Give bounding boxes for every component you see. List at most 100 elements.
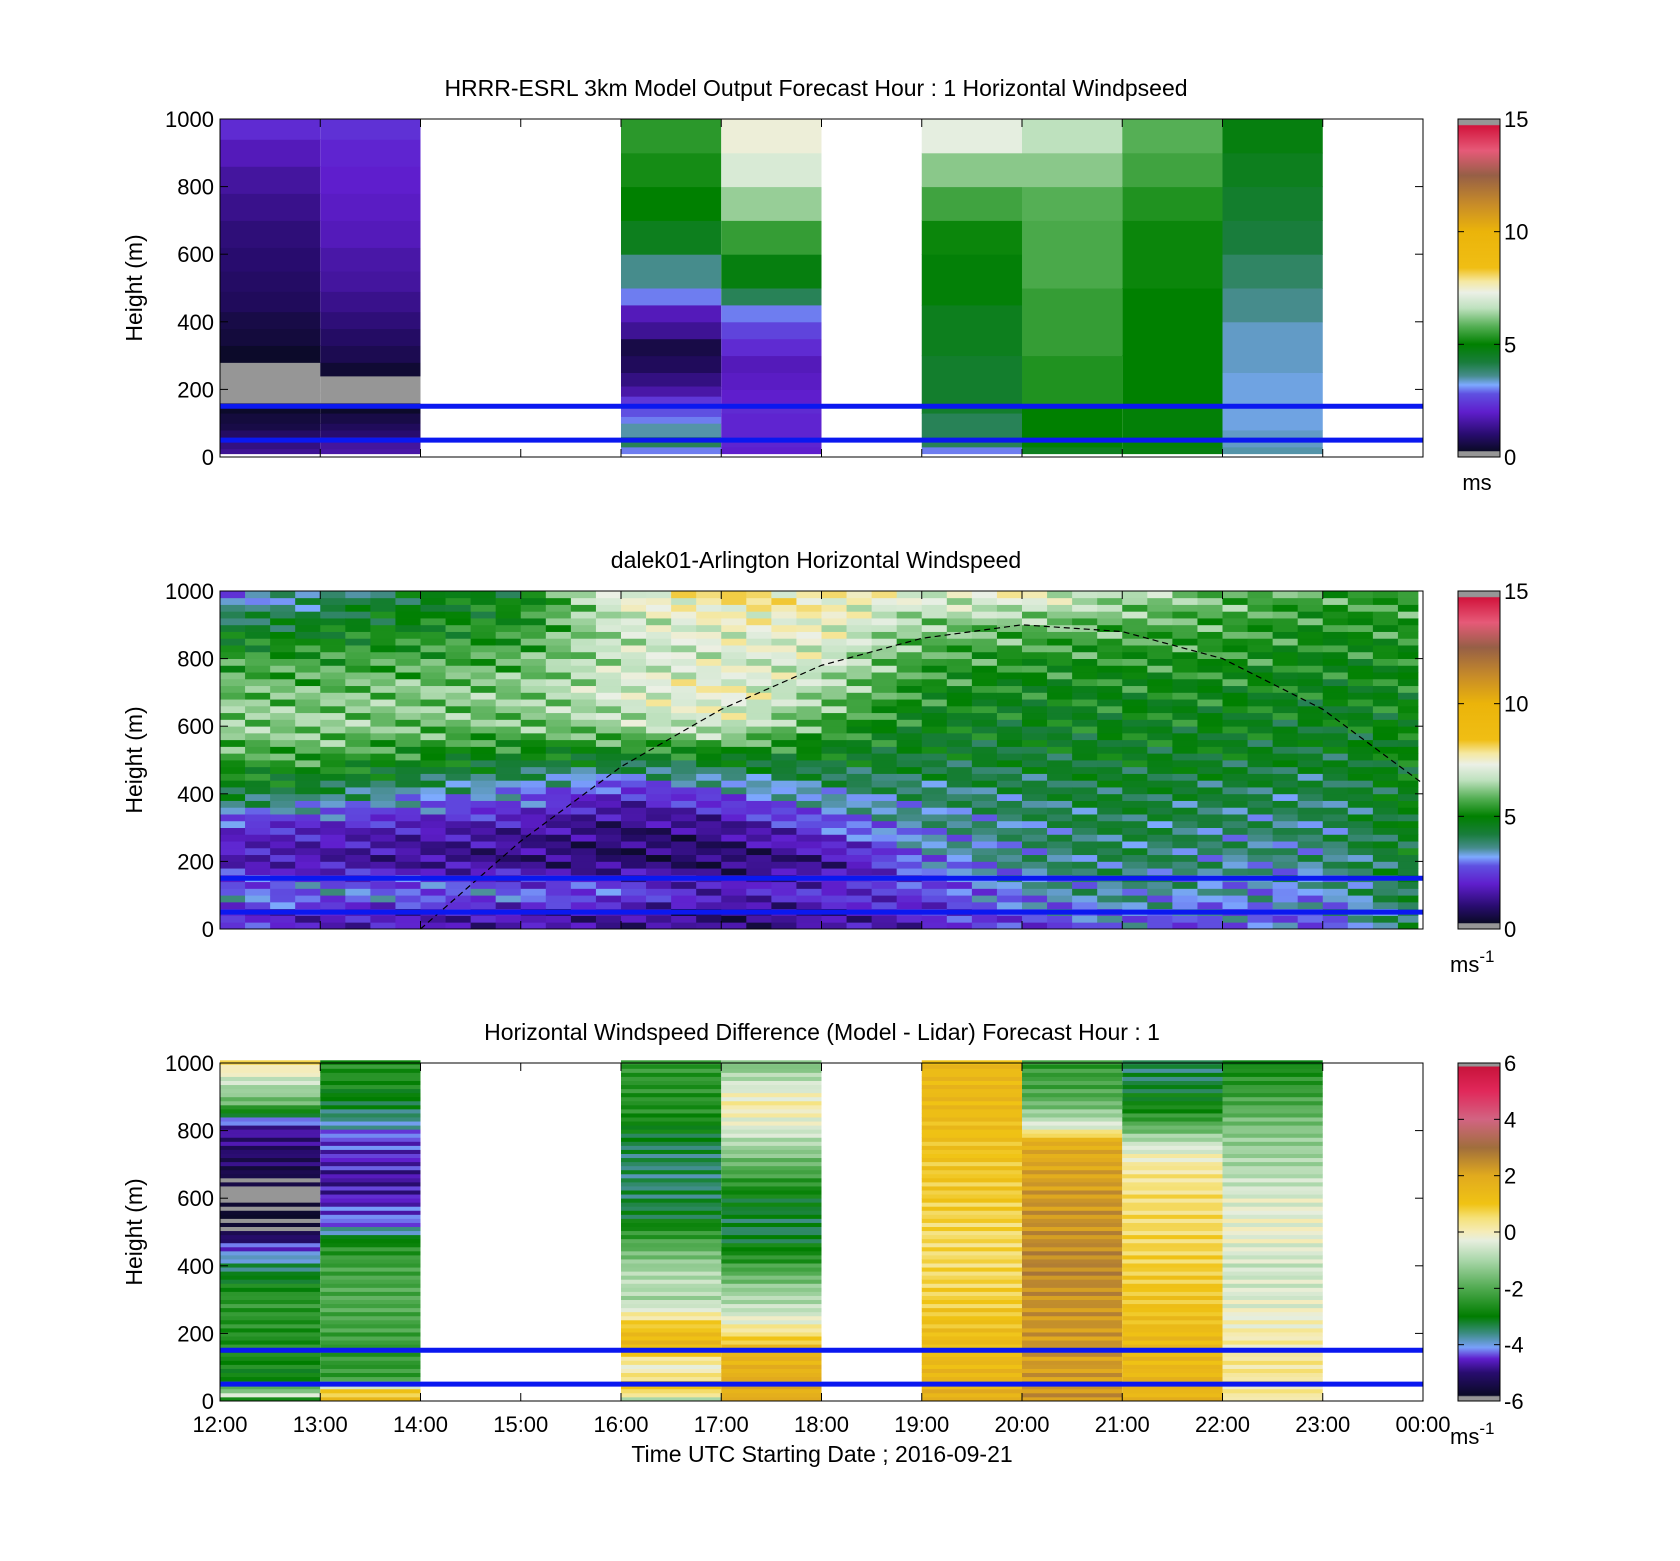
lidar-cell <box>1047 881 1073 889</box>
lidar-cell <box>846 861 873 869</box>
lidar-cell <box>595 888 622 896</box>
lidar-cell <box>595 685 622 693</box>
model-cell <box>721 338 822 357</box>
model-cell <box>220 119 321 140</box>
lidar-cell <box>871 624 898 632</box>
lidar-cell <box>1172 658 1198 666</box>
difference-cell <box>721 1352 822 1357</box>
difference-cell <box>220 1299 321 1305</box>
lidar-cell <box>896 658 923 666</box>
difference-cell <box>220 1254 321 1260</box>
lidar-cell <box>445 861 472 869</box>
lidar-cell <box>921 868 948 876</box>
lidar-cell <box>420 895 446 903</box>
lidar-cell <box>495 685 522 693</box>
lidar-cell <box>1022 597 1048 605</box>
lidar-cell <box>545 766 572 774</box>
lidar-cell <box>495 699 522 707</box>
difference-cell <box>1122 1392 1223 1398</box>
lidar-cell <box>796 854 822 862</box>
x-tick-label: 12:00 <box>192 1412 247 1437</box>
lidar-cell <box>1297 841 1324 849</box>
lidar-cell <box>846 753 873 761</box>
lidar-cell <box>1097 915 1123 923</box>
lidar-cell <box>470 591 497 599</box>
lidar-cell <box>771 922 797 930</box>
lidar-cell <box>621 732 647 741</box>
lidar-cell <box>821 719 847 727</box>
lidar-cell <box>1297 678 1324 687</box>
model-cell <box>320 441 421 450</box>
lidar-cell <box>320 658 346 666</box>
lidar-cell <box>295 807 321 815</box>
lidar-cell <box>570 888 597 896</box>
lidar-cell <box>1297 881 1324 889</box>
difference-cell <box>220 1376 321 1382</box>
lidar-cell <box>1397 854 1419 862</box>
difference-cell <box>1122 1157 1223 1163</box>
lidar-cell <box>921 604 948 612</box>
lidar-cell <box>245 820 271 828</box>
difference-cell <box>721 1396 822 1402</box>
lidar-cell <box>946 699 973 707</box>
lidar-cell <box>996 645 1023 653</box>
lidar-cell <box>495 787 522 795</box>
lidar-cell <box>545 726 572 734</box>
lidar-cell <box>1097 787 1123 795</box>
lidar-cell <box>1147 901 1173 910</box>
model-cell <box>921 254 1022 306</box>
lidar-cell <box>595 611 622 619</box>
lidar-cell <box>646 658 672 666</box>
lidar-cell <box>245 922 271 930</box>
lidar-cell <box>971 732 998 741</box>
lidar-cell <box>1297 712 1324 720</box>
lidar-cell <box>520 922 547 930</box>
difference-cell <box>320 1173 421 1179</box>
difference-cell <box>320 1125 421 1130</box>
lidar-cell <box>971 591 998 599</box>
lidar-cell <box>1322 604 1349 612</box>
model-cell <box>1222 220 1323 255</box>
difference-cell <box>220 1340 321 1345</box>
lidar-cell <box>1197 665 1223 673</box>
lidar-cell <box>445 915 472 923</box>
difference-cell <box>1222 1340 1323 1345</box>
lidar-cell <box>520 658 547 666</box>
lidar-cell <box>696 760 722 768</box>
lidar-cell <box>1147 705 1173 714</box>
lidar-cell <box>1197 861 1223 869</box>
difference-cell <box>921 1177 1022 1183</box>
lidar-cell <box>1122 895 1148 903</box>
difference-cell <box>921 1129 1022 1134</box>
lidar-cell <box>1247 814 1274 822</box>
lidar-cell <box>921 631 948 639</box>
lidar-cell <box>1322 645 1349 653</box>
lidar-cell <box>1247 746 1274 754</box>
lidar-cell <box>646 766 672 774</box>
difference-cell <box>1222 1129 1323 1134</box>
difference-cell <box>921 1198 1022 1203</box>
difference-cell <box>921 1327 1022 1333</box>
difference-cell <box>621 1392 722 1398</box>
difference-cell <box>1122 1088 1223 1094</box>
lidar-cell <box>520 726 547 734</box>
lidar-cell <box>946 726 973 734</box>
lidar-cell <box>721 800 747 808</box>
lidar-cell <box>545 773 572 781</box>
lidar-cell <box>996 638 1023 646</box>
lidar-cell <box>495 726 522 734</box>
difference-cell <box>320 1153 421 1159</box>
lidar-cell <box>395 793 421 801</box>
lidar-cell <box>1122 726 1148 734</box>
difference-cell <box>320 1165 421 1171</box>
lidar-cell <box>395 645 421 653</box>
lidar-cell <box>796 827 822 835</box>
lidar-cell <box>771 881 797 889</box>
lidar-cell <box>345 780 371 788</box>
difference-cell <box>621 1291 722 1296</box>
lidar-cell <box>1297 773 1324 781</box>
lidar-cell <box>1347 678 1374 687</box>
lidar-cell <box>1047 861 1073 869</box>
lidar-cell <box>746 766 772 774</box>
lidar-cell <box>445 705 472 714</box>
